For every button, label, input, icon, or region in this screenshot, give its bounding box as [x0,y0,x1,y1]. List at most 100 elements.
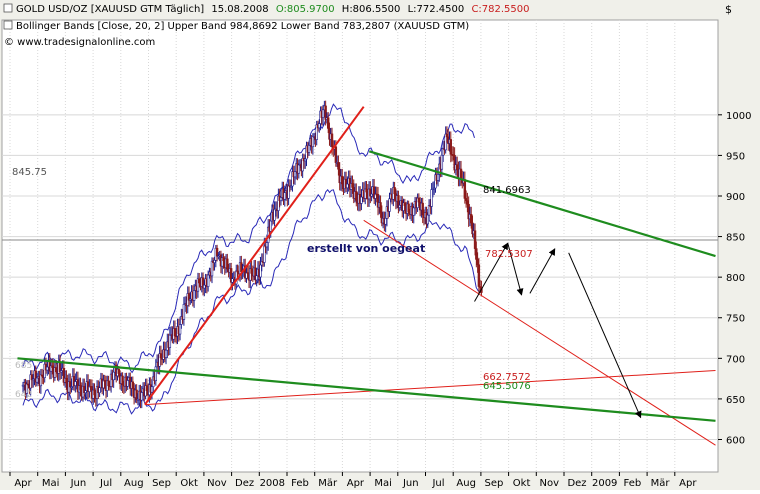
candle-body [79,385,82,391]
candle-body [412,207,415,216]
faded-label-642: 642 [15,390,32,400]
candle-body [307,145,311,153]
y-tick-label: 950 [726,151,745,162]
candle-body [39,374,43,387]
x-tick-label: Jul [431,478,444,489]
candle-body [265,242,269,248]
candle-body [388,198,391,212]
candle-body [475,248,478,260]
plot-area [1,19,719,473]
y-tick-label: 900 [726,192,745,203]
x-tick-label: Nov [540,478,560,489]
candle-body [121,375,124,386]
candle-body [198,278,201,284]
x-tick-label: Mai [374,478,392,489]
y-axis: 600 650 700 750 800 850 900 950 1000 [718,111,751,447]
candle-body [279,197,283,202]
x-tick-label: Sep [484,478,503,489]
candle-body [370,193,373,197]
candle-body [341,175,344,185]
candle-body [398,204,401,208]
candle-body [365,188,368,193]
candle-body [379,202,382,213]
candle-body [346,183,349,189]
candle-body [407,203,410,213]
level-label-845: 845.75 [12,167,47,178]
forecast-arrows [474,242,642,419]
candle-body [231,278,234,283]
candle-body [440,154,444,170]
candle-body [283,192,286,200]
candle-body [427,205,431,216]
candle-body [145,385,149,391]
y-tick-label: 1000 [726,111,751,122]
candle-body [84,390,87,394]
x-tick-label: Feb [624,478,642,489]
candle-body [269,220,272,232]
red-trendline [144,370,716,406]
trendlines [17,106,716,446]
indicator-toggle-icon[interactable] [3,20,13,30]
bollinger-upper-line [22,103,475,374]
candle-body [421,202,424,216]
author-note: erstellt von oegeat [307,242,425,255]
bollinger-header: Bollinger Bands [Close, 20, 2] Upper Ban… [16,21,469,32]
label-662: 662.7572 [483,372,531,383]
candle-body [297,164,301,174]
candle-body [226,258,229,270]
candle-body [355,191,358,201]
bollinger-lower-band [22,189,481,415]
candle-body [154,366,158,381]
red-trendline [144,106,365,406]
bollinger-upper-band [22,103,475,374]
candle-body [455,164,459,170]
candle-body [192,290,196,301]
y-tick-label: 850 [726,233,745,244]
candle-body [311,136,315,148]
x-tick-label: Okt [513,478,531,489]
candle-body [321,109,325,118]
candle-body [210,260,214,277]
x-tick-label: Apr [347,478,365,489]
y-tick-label: 650 [726,395,745,406]
candle-body [476,259,479,266]
candle-body [203,284,206,289]
x-tick-label: Jun [70,478,87,489]
candle-body [445,133,449,138]
candle-body [35,377,39,383]
candle-body [337,162,340,170]
candle-body [215,247,219,257]
candle-body [117,368,120,374]
candle-body [178,324,182,335]
candle-body [393,187,396,195]
candle-body [436,174,440,181]
x-tick-label: Okt [180,478,198,489]
candle-body [263,245,266,263]
forecast-arrow [507,242,524,296]
red-trendline [363,219,716,446]
candle-body [463,179,467,199]
candle-body [273,208,276,221]
candle-body [470,214,473,224]
faded-label-685: 685 [15,361,32,371]
candle-body [164,349,168,358]
candle-body [98,387,101,394]
chart-toggle-icon[interactable] [3,3,13,13]
candle-body [182,304,186,320]
y-tick-label: 700 [726,354,745,365]
candle-body [334,146,338,163]
candle-body [240,262,243,272]
x-tick-label: Dez [235,478,254,489]
gold-header: GOLD USD/OZ [XAUUSD GTM Täglich] 15.08.2… [16,4,530,15]
forecast-arrow [568,252,642,419]
price-candles [21,100,483,409]
x-tick-label: Aug [456,478,476,489]
candle-body [222,257,225,262]
candle-body [326,117,330,129]
candle-body [459,168,463,180]
candle-body [293,171,297,178]
x-tick-label: Mai [42,478,60,489]
candle-body [159,353,163,359]
